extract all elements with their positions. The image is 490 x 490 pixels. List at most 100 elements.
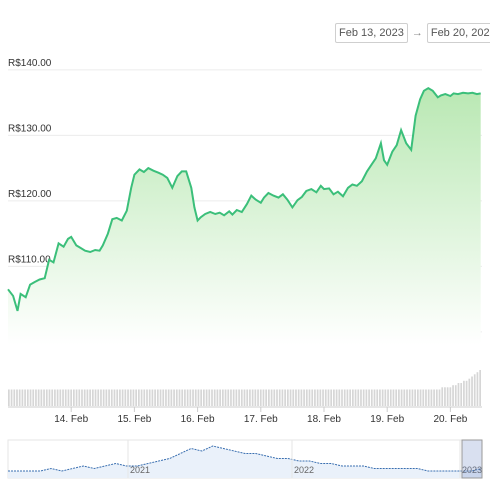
volume-bar [170,389,173,406]
y-tick-label: R$140.00 [8,58,52,69]
volume-bar [370,389,373,406]
volume-bar [13,389,16,406]
volume-bar [438,389,441,406]
volume-bar [94,389,97,406]
volume-bar [205,389,208,406]
volume-bar [59,389,62,406]
volume-bar [286,389,289,406]
volume-bar [349,389,351,406]
volume-bar [173,389,175,406]
volume-bar [354,389,357,406]
y-tick-label: R$120.00 [8,189,52,200]
volume-bar [175,389,178,406]
volume-bar [91,389,94,406]
volume-bar [238,389,240,406]
y-tick-label: R$130.00 [8,123,52,134]
volume-bar [389,389,392,406]
volume-bar [373,389,376,406]
volume-bar [281,389,284,406]
x-tick-label: 18. Feb [307,414,341,425]
volume-bar [454,385,457,406]
volume-bar [254,389,257,406]
volume-bar [392,389,395,406]
volume-bar [110,389,113,406]
volume-bar [154,389,156,406]
volume-bar [119,389,121,406]
navigator-line [8,445,483,472]
volume-bar [387,389,389,406]
volume-bar [257,389,259,406]
volume-bar [468,378,471,406]
volume-bar [81,389,83,406]
volume-bar [211,389,213,406]
volume-bar [403,389,406,406]
volume-bar [414,389,416,406]
date-from-input[interactable]: Feb 13, 2023 [335,23,408,43]
volume-bar [343,389,346,406]
volume-bar [200,389,203,406]
volume-bar [132,389,135,406]
volume-bars [8,370,481,406]
volume-bar [97,389,100,406]
volume-bar [221,389,224,406]
volume-bar [419,389,422,406]
volume-bar [452,385,454,406]
volume-bar [167,389,170,406]
volume-bar [376,389,379,406]
volume-bar [435,389,438,406]
volume-bar [273,389,276,406]
date-to-input[interactable]: Feb 20, 2023 [426,23,490,43]
volume-bar [292,389,295,406]
navigator-selection[interactable] [461,439,483,479]
volume-bar [124,389,127,406]
volume-bar [16,389,18,406]
volume-bar [430,389,433,406]
volume-bar [270,389,273,406]
volume-bar [305,389,308,406]
volume-bar [40,389,43,406]
volume-bar [18,389,21,406]
volume-bar [346,389,349,406]
volume-bar [151,389,154,406]
volume-bar [316,389,319,406]
volume-bar [189,389,192,406]
volume-bar [64,389,67,406]
volume-bar [86,389,89,406]
volume-bar [216,389,219,406]
volume-bar [148,389,151,406]
navigator[interactable]: 2021 2022 2023 [7,439,483,479]
y-tick-label: R$110.00 [8,254,51,265]
volume-bar [473,374,476,406]
navigator-tick-label: 2022 [294,465,314,475]
volume-bar [83,389,86,406]
volume-bar [135,389,138,406]
volume-bar [351,389,354,406]
volume-bar [219,389,221,406]
volume-bar [75,389,78,406]
volume-bar [127,389,129,406]
volume-bar [476,372,479,406]
volume-bar [297,389,300,406]
volume-bar [422,389,425,406]
volume-bar [129,389,132,406]
x-tick-label: 19. Feb [370,414,404,425]
volume-bar [45,389,48,406]
date-range: Feb 13, 2023 → Feb 20, 2023 [335,23,490,43]
navigator-area [8,446,482,478]
volume-bar [303,389,305,406]
volume-bar [276,389,278,406]
volume-bar [471,376,473,406]
volume-bar [460,383,463,406]
volume-bar [230,389,232,406]
volume-bar [48,389,51,406]
volume-bar [360,389,362,406]
volume-bar [37,389,40,406]
volume-bar [365,389,368,406]
volume-bar [398,389,400,406]
navigator-tick-label: 2023 [462,465,482,475]
volume-bar [156,389,159,406]
volume-bar [338,389,341,406]
volume-bar [21,389,24,406]
price-area [8,88,481,345]
